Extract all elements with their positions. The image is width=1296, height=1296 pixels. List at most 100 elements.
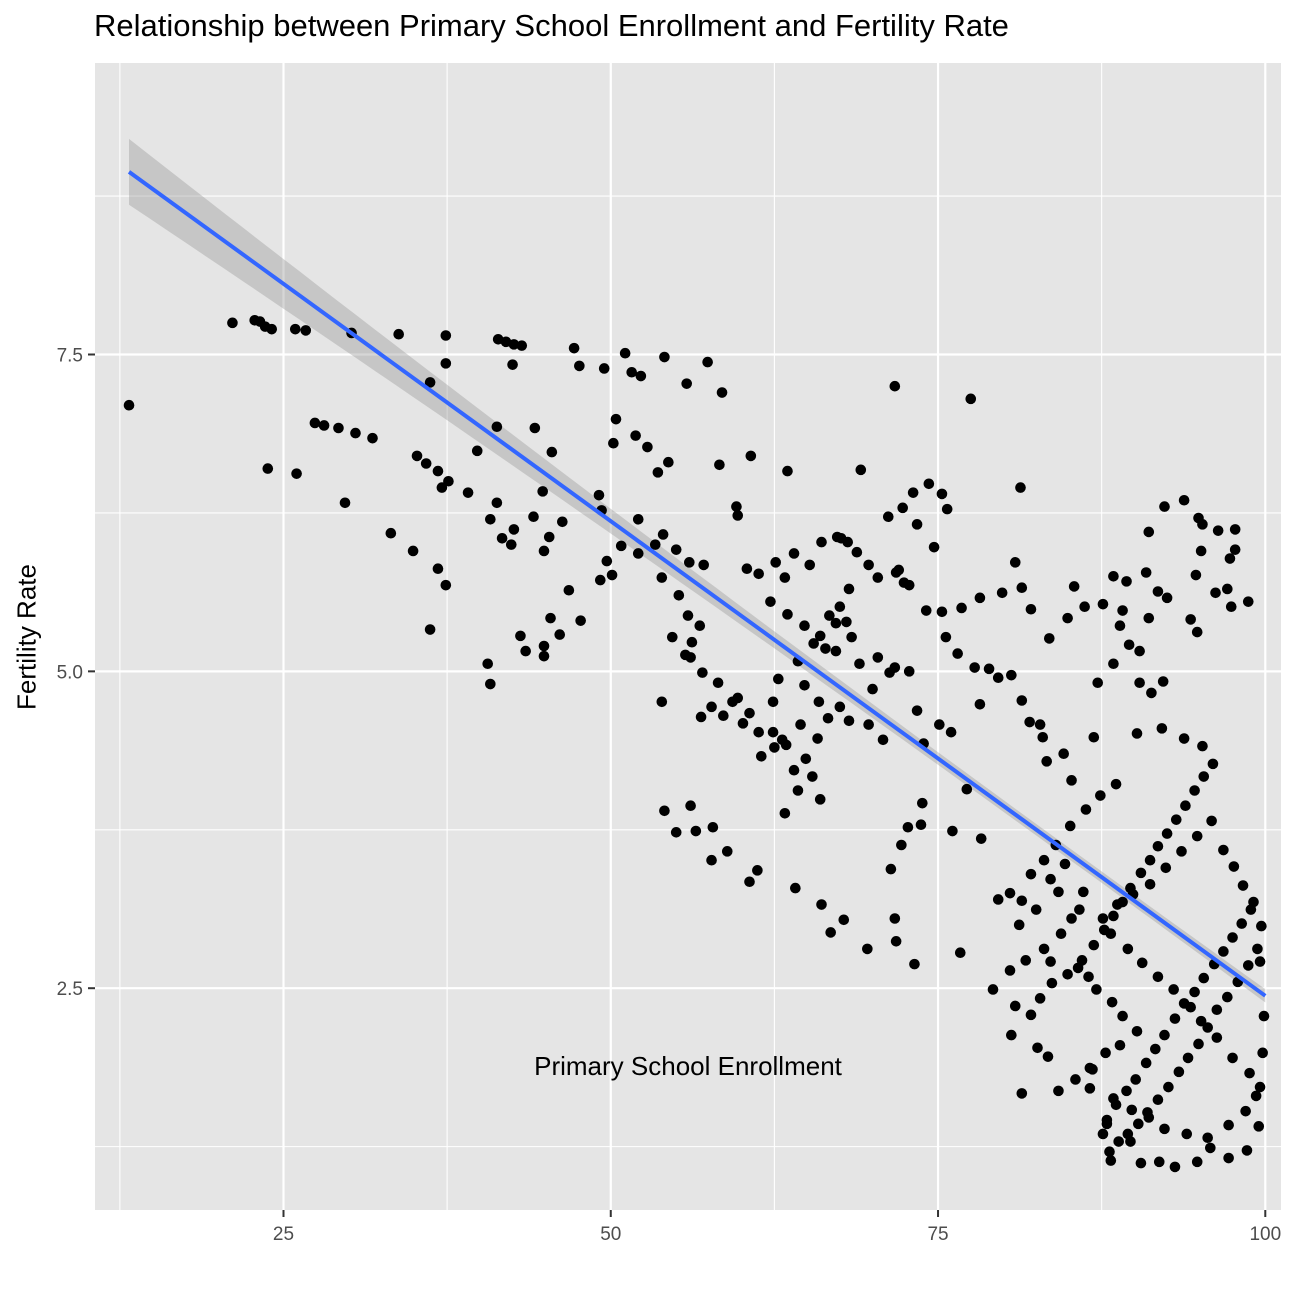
data-point <box>765 596 776 607</box>
data-point <box>227 317 238 329</box>
data-point <box>1041 756 1052 767</box>
data-point <box>630 430 641 441</box>
data-point <box>1016 695 1028 706</box>
data-point <box>1178 733 1190 744</box>
data-point <box>855 464 867 476</box>
data-point <box>744 707 755 719</box>
data-point <box>1117 605 1128 616</box>
data-point <box>1038 854 1050 866</box>
data-point <box>1198 771 1210 782</box>
data-point <box>731 501 742 512</box>
data-point <box>1180 800 1191 811</box>
data-point <box>1131 1025 1143 1037</box>
data-point <box>1074 904 1085 915</box>
data-point <box>1134 677 1145 689</box>
data-point <box>685 652 696 663</box>
data-point <box>507 359 518 370</box>
data-point <box>830 617 842 629</box>
data-point <box>1178 998 1190 1009</box>
data-point <box>1190 569 1202 581</box>
data-point <box>799 679 810 691</box>
data-point <box>732 510 744 521</box>
data-point <box>1160 862 1172 874</box>
data-point <box>813 696 825 708</box>
data-point <box>656 696 668 708</box>
y-tick-label: 7.5 <box>57 346 83 367</box>
data-point <box>882 511 894 523</box>
y-tick-label: 5.0 <box>57 662 83 683</box>
data-point <box>508 524 520 535</box>
data-point <box>1068 581 1080 592</box>
data-point <box>1189 785 1200 796</box>
data-point <box>666 631 678 643</box>
data-point <box>1053 886 1064 898</box>
data-point <box>1198 972 1210 984</box>
data-point <box>1009 557 1021 568</box>
data-point <box>965 393 977 405</box>
data-point <box>1142 1107 1153 1118</box>
data-point <box>1157 676 1169 687</box>
data-point <box>835 532 847 544</box>
data-point <box>752 865 763 876</box>
data-point <box>1088 731 1100 743</box>
data-point <box>804 559 816 571</box>
data-point <box>830 645 842 657</box>
data-point <box>1100 1047 1111 1059</box>
data-point <box>1121 576 1132 587</box>
data-point <box>737 718 749 729</box>
data-point <box>554 629 566 640</box>
data-point <box>1024 716 1035 728</box>
data-point <box>923 478 935 490</box>
data-point <box>1169 1013 1181 1024</box>
data-point <box>863 559 874 571</box>
data-point <box>1202 1132 1213 1144</box>
data-point <box>824 610 835 621</box>
data-point <box>745 450 757 462</box>
data-point <box>885 863 897 875</box>
data-point <box>1045 956 1056 967</box>
data-point <box>635 370 647 382</box>
data-point <box>1212 525 1224 536</box>
data-point <box>538 545 550 557</box>
data-point <box>1025 868 1037 880</box>
data-point <box>606 569 618 581</box>
data-point <box>956 602 967 614</box>
data-point <box>1135 1157 1147 1169</box>
data-point <box>1134 645 1145 657</box>
data-point <box>1117 1010 1128 1022</box>
data-point <box>529 422 541 434</box>
data-point <box>843 583 855 595</box>
data-point <box>1004 965 1016 976</box>
data-point <box>1076 955 1088 966</box>
data-point <box>1066 775 1077 786</box>
data-point <box>1016 1088 1028 1099</box>
data-point <box>515 630 526 642</box>
data-point <box>443 475 454 487</box>
data-point <box>814 630 826 642</box>
data-point <box>952 648 963 659</box>
data-point <box>1143 612 1155 624</box>
data-point <box>1091 984 1102 995</box>
data-point <box>1125 882 1136 894</box>
data-point <box>889 380 901 392</box>
data-point <box>1256 920 1267 932</box>
data-point <box>1058 748 1069 760</box>
data-point <box>706 701 717 713</box>
data-point <box>1241 1145 1253 1156</box>
data-point <box>615 540 627 552</box>
data-point <box>1257 1047 1268 1059</box>
data-point <box>1211 1032 1223 1043</box>
data-point <box>1168 984 1179 995</box>
data-point <box>795 719 806 730</box>
data-point <box>920 605 932 616</box>
data-point <box>1182 1052 1194 1064</box>
data-point <box>681 378 692 389</box>
data-point <box>1185 614 1196 625</box>
data-point <box>808 638 819 649</box>
data-point <box>969 662 980 673</box>
data-point <box>491 497 503 509</box>
data-point <box>1143 526 1155 538</box>
data-point <box>568 342 580 354</box>
confidence-band <box>129 138 1266 1003</box>
data-point <box>1206 815 1217 827</box>
